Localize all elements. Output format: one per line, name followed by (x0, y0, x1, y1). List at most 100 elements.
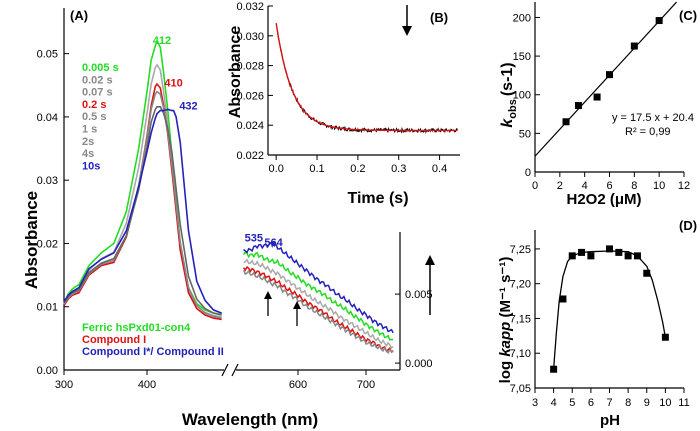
panel-d-x-tick-label: 5 (569, 397, 575, 409)
panel-a-y-tick-label: 0.01 (37, 302, 58, 314)
panel-c-x-tick-label: 2 (557, 180, 563, 192)
panel-a-x-tick-label: 700 (357, 379, 375, 391)
panel-c-data-point (562, 118, 570, 126)
peak-label: 410 (164, 78, 182, 90)
panel-d-data-point (661, 333, 669, 341)
qband-arrowhead-564-icon (293, 301, 301, 309)
time-legend-item: 1 s (82, 124, 97, 136)
time-legend-item: 0.07 s (82, 87, 113, 99)
peak-label: 432 (179, 100, 197, 112)
panel-d-y-tick-label: 7,25 (510, 244, 531, 256)
panel-d-y-label-kapp: kapp (497, 322, 514, 357)
panel-c-y-label-k: k (499, 118, 516, 128)
panel-d-data-point (559, 295, 567, 303)
panel-a-qband-series (242, 240, 394, 355)
panel-c-data-point (574, 102, 582, 110)
panel-a-right-y-tick-label: 0.005 (405, 289, 433, 301)
panel-d-data-point (550, 365, 558, 373)
panel-c-data-point (593, 93, 601, 101)
panel-b-x-tick-label: 0.4 (432, 163, 447, 175)
panel-d-x-tick-label: 4 (551, 397, 557, 409)
panel-d-data-point (643, 269, 651, 277)
panel-c-y-label-unit: (s-1) (499, 62, 516, 96)
panel-d-fit-curve (552, 250, 667, 370)
panel-c-fit-line (534, 1, 677, 157)
panel-a-x-tick-label: 400 (138, 379, 156, 391)
soret-line (63, 108, 222, 314)
time-legend-item: 0.005 s (82, 62, 119, 74)
panel-b-y-tick-label: 0.022 (236, 150, 264, 162)
time-legend-item: 2s (82, 136, 94, 148)
panel-c-x-tick-label: 6 (606, 180, 612, 192)
panel-c-y-tick-label: 100 (513, 90, 531, 102)
panel-c-x-tick-label: 4 (582, 180, 588, 192)
panel-d-y-tick-label: 7,10 (510, 348, 531, 360)
panel-b-fit-line (275, 22, 458, 132)
panel-d-y-tick-label: 7,05 (510, 383, 531, 395)
time-legend-item: 0.2 s (82, 99, 106, 111)
panel-d-x-tick-label: 3 (532, 397, 538, 409)
panel-b-y-tick-label: 0.024 (236, 120, 264, 132)
panel-a-arrows (264, 5, 435, 326)
panel-d-y-tick-label: 7,15 (510, 313, 531, 325)
panel-c-y-label-sub: obs (507, 99, 519, 119)
panel-d-y-tick-label: 7,20 (510, 279, 531, 291)
panel-d-data-point (587, 252, 595, 260)
time-legend-item: 10s (82, 160, 100, 172)
panel-d-x-tick-label: 10 (659, 397, 671, 409)
panel-c-label: (C) (679, 8, 697, 23)
panel-c-axes: 0 50 100 150 200 0 2 4 6 8 10 12 (513, 2, 690, 192)
panel-b-y-label: Absorbance (227, 26, 244, 119)
panel-a-x-label: Wavelength (nm) (182, 410, 318, 429)
soret-decrease-arrowhead-icon (402, 26, 412, 36)
panel-b-x-tick-label: 0.0 (269, 163, 284, 175)
panel-c-y-tick-label: 50 (519, 128, 531, 140)
panel-a-soret-series (63, 38, 222, 321)
qband-line (242, 265, 394, 354)
panel-b-trace (276, 28, 459, 135)
panel-a-x-tick-label: 600 (289, 379, 307, 391)
panel-a-y-tick-label: 0.05 (37, 49, 58, 61)
panel-b-axes: 0.022 0.024 0.026 0.028 0.030 0.032 0.0 0.1 0.2 0… (236, 1, 460, 175)
panel-a-axis-break-2 (231, 363, 239, 377)
time-legend-item: 4s (82, 148, 94, 160)
panel-c-y-label: kobs (s-1) (499, 62, 519, 127)
panel-d-data-point (633, 252, 641, 260)
panel-c-y-tick-label: 0 (525, 167, 531, 179)
panel-d-y-label-unit: (M⁻¹ s⁻¹) (497, 257, 514, 322)
panel-d: (D) log kapp (M⁻¹ s⁻¹) pH 7,05 7,10 7,15 7,… (497, 218, 697, 429)
panel-d-x-tick-label: 6 (588, 397, 594, 409)
panel-d-data-point (606, 245, 613, 253)
panel-a-axes: 0.00 0.01 0.02 0.03 0.04 0.05 0.000 0.005 300 400… (37, 8, 433, 391)
panel-c: (C) kobs (s-1) H2O2 (μM) 0 50 100 150 200 0 2 4 6… (499, 1, 697, 208)
panel-d-x-label: pH (600, 412, 620, 429)
panel-a-label: (A) (70, 8, 88, 23)
panel-d-data-point (578, 248, 586, 256)
panel-a-y-label: Absorbance (22, 191, 41, 289)
panel-b-y-tick-label: 0.026 (236, 90, 264, 102)
panel-b-x-label: Time (s) (347, 190, 408, 207)
panel-a-y-tick-label: 0.00 (37, 365, 58, 377)
panel-a-right-y-tick-label: 0.000 (405, 358, 433, 370)
species-legend-item: Ferric hsPxd01-con4 (82, 322, 191, 334)
panel-c-data-point (606, 71, 613, 79)
panel-c-x-label: H2O2 (μM) (566, 191, 641, 208)
panel-d-x-tick-label: 7 (606, 397, 612, 409)
panel-d-x-tick-label: 9 (644, 397, 650, 409)
qband-line (242, 269, 394, 355)
panel-b-x-tick-label: 0.3 (391, 163, 406, 175)
soret-rise-arrowhead-icon (425, 255, 435, 265)
panel-d-data-point (624, 252, 632, 260)
panel-c-x-tick-label: 10 (653, 180, 665, 192)
panel-c-y-tick-label: 150 (513, 51, 531, 63)
time-legend-item: 0.5 s (82, 111, 106, 123)
panel-a-peak-labels: 412 410 432 535 564 (153, 35, 284, 249)
panel-c-x-tick-label: 12 (678, 180, 690, 192)
panel-a-y-tick-label: 0.03 (37, 175, 58, 187)
panel-c-r-squared: R² = 0,99 (625, 126, 671, 138)
panel-b: (B) Absorbance Time (s) 0.0220.0240.0260… (227, 1, 460, 207)
species-legend-item: Compound I (82, 334, 146, 346)
panel-c-equation: y = 17.5 x + 20.4 (612, 112, 694, 124)
panel-c-data-point (630, 42, 638, 50)
